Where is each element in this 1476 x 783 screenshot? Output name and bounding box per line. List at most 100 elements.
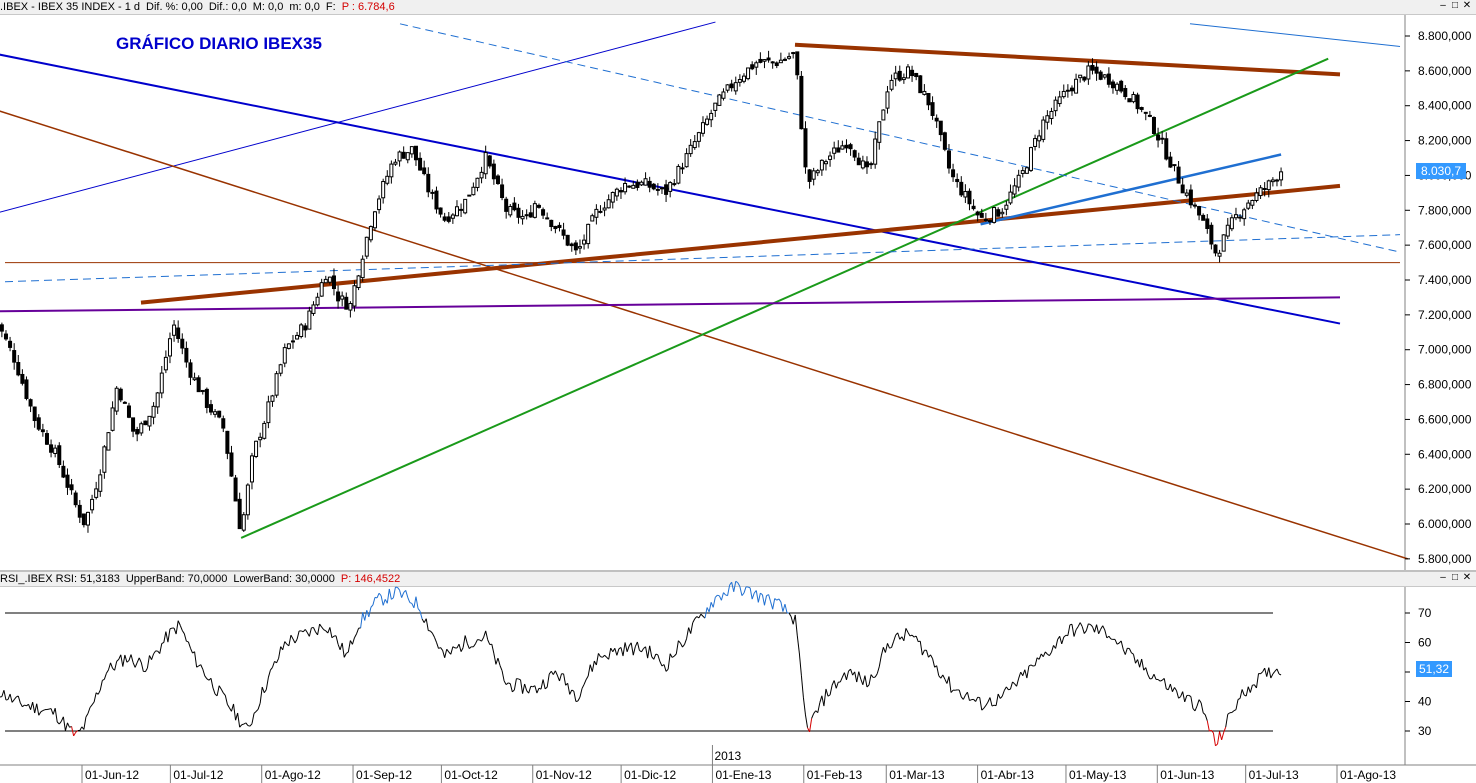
candle-body xyxy=(65,474,70,488)
rsi-line-segment xyxy=(667,653,671,670)
candle-body xyxy=(987,220,992,223)
time-tick-label: 01-Abr-13 xyxy=(981,768,1035,782)
rsi-line-segment xyxy=(682,644,685,648)
candle-body xyxy=(401,151,406,159)
candle-body xyxy=(938,120,943,136)
rsi-line-segment xyxy=(479,639,482,642)
rsi-line-segment xyxy=(15,695,19,698)
candle-body xyxy=(126,405,131,418)
candle-body xyxy=(848,144,853,150)
rsi-line-segment xyxy=(659,661,663,667)
candle-body xyxy=(869,163,874,166)
rsi-line-segment xyxy=(134,662,138,668)
rsi-line-segment xyxy=(513,678,517,691)
rsi-line-segment xyxy=(407,597,411,603)
rsi-line-segment xyxy=(321,626,325,630)
rsi-line-segment xyxy=(686,627,690,639)
candle-body xyxy=(282,347,287,364)
rsi-line-segment xyxy=(1166,688,1169,691)
rsi-line-segment xyxy=(249,723,253,727)
trendline xyxy=(980,153,1282,226)
rsi-line-segment xyxy=(969,699,972,701)
candle-body xyxy=(1094,66,1099,74)
rsi-line-segment xyxy=(1241,689,1245,696)
rsi-line-segment xyxy=(1272,671,1276,675)
restore-icon[interactable]: □ xyxy=(1451,0,1459,11)
rsi-line-segment xyxy=(1204,714,1208,721)
rsi-line-segment xyxy=(364,610,368,621)
rsi-line-segment xyxy=(534,685,538,694)
rsi-line-segment xyxy=(856,671,860,683)
rsi-line-segment xyxy=(136,657,140,663)
rsi-line-segment xyxy=(335,635,339,645)
rsi-line-segment xyxy=(1108,635,1112,640)
candle-body xyxy=(278,364,283,374)
rsi-line-segment xyxy=(450,646,454,655)
rsi-line-segment xyxy=(893,634,897,642)
candle-body xyxy=(360,258,365,279)
candle-body xyxy=(602,207,607,211)
rsi-line-segment xyxy=(212,687,216,695)
candle-body xyxy=(479,171,484,179)
rsi-line-segment xyxy=(921,650,925,656)
rsi-line-segment xyxy=(1003,686,1007,691)
rsi-line-segment xyxy=(761,594,765,606)
candle-body xyxy=(582,239,587,245)
candle-body xyxy=(983,219,988,222)
rsi-line-segment xyxy=(1198,699,1202,704)
candle-body xyxy=(413,145,418,161)
candle-body xyxy=(992,207,997,223)
candle-body xyxy=(491,163,496,180)
rsi-line-segment xyxy=(138,657,142,663)
rsi-line-segment xyxy=(577,696,581,702)
rsi-line-segment xyxy=(413,596,417,608)
rsi-line-segment xyxy=(975,696,979,702)
rsi-line-segment xyxy=(1048,651,1052,656)
rsi-line-segment xyxy=(757,593,761,603)
rsi-line-segment xyxy=(179,625,183,631)
candle-body xyxy=(647,180,652,188)
rsi-line-segment xyxy=(1081,626,1085,634)
rsi-line-segment xyxy=(1268,667,1272,679)
candle-body xyxy=(450,214,455,219)
candle-body xyxy=(426,173,431,193)
candle-body xyxy=(147,415,152,427)
candle-body xyxy=(1008,191,1013,204)
rsi-line-segment xyxy=(958,689,962,698)
rsi-line-segment xyxy=(38,711,42,716)
candle-body xyxy=(1061,90,1066,98)
candle-body xyxy=(844,144,849,149)
candle-body xyxy=(57,445,62,465)
minimize-icon[interactable]: – xyxy=(1440,0,1446,11)
minimize-icon[interactable]: – xyxy=(1440,572,1446,583)
rsi-line-segment xyxy=(669,653,673,658)
candle-body xyxy=(422,167,427,175)
candle-body xyxy=(631,184,636,189)
rsi-line-segment xyxy=(983,705,987,709)
rsi-line-segment xyxy=(807,727,811,733)
candle-body xyxy=(1229,217,1234,230)
rsi-line-segment xyxy=(259,686,263,704)
rsi-line-segment xyxy=(1067,624,1071,636)
candle-body xyxy=(1139,107,1144,110)
rsi-line-segment xyxy=(925,650,929,658)
candle-body xyxy=(49,444,54,453)
rsi-line-segment xyxy=(399,589,403,598)
rsi-line-segment xyxy=(278,646,282,659)
rsi-line-segment xyxy=(692,618,696,623)
rsi-line-segment xyxy=(62,716,66,731)
rsi-line-segment xyxy=(282,641,286,650)
restore-icon[interactable]: □ xyxy=(1451,572,1459,583)
candle-body xyxy=(778,59,783,64)
rsi-line-segment xyxy=(569,689,573,695)
rsi-line-segment xyxy=(186,640,189,643)
rsi-line-segment xyxy=(1038,653,1042,660)
close-icon[interactable]: ✕ xyxy=(1462,572,1472,583)
rsi-line-segment xyxy=(948,676,952,693)
rsi-line-segment xyxy=(608,648,612,660)
rsi-line-segment xyxy=(509,683,513,693)
rsi-line-segment xyxy=(1124,648,1128,655)
close-icon[interactable]: ✕ xyxy=(1462,0,1472,11)
rsi-line-segment xyxy=(423,618,427,623)
